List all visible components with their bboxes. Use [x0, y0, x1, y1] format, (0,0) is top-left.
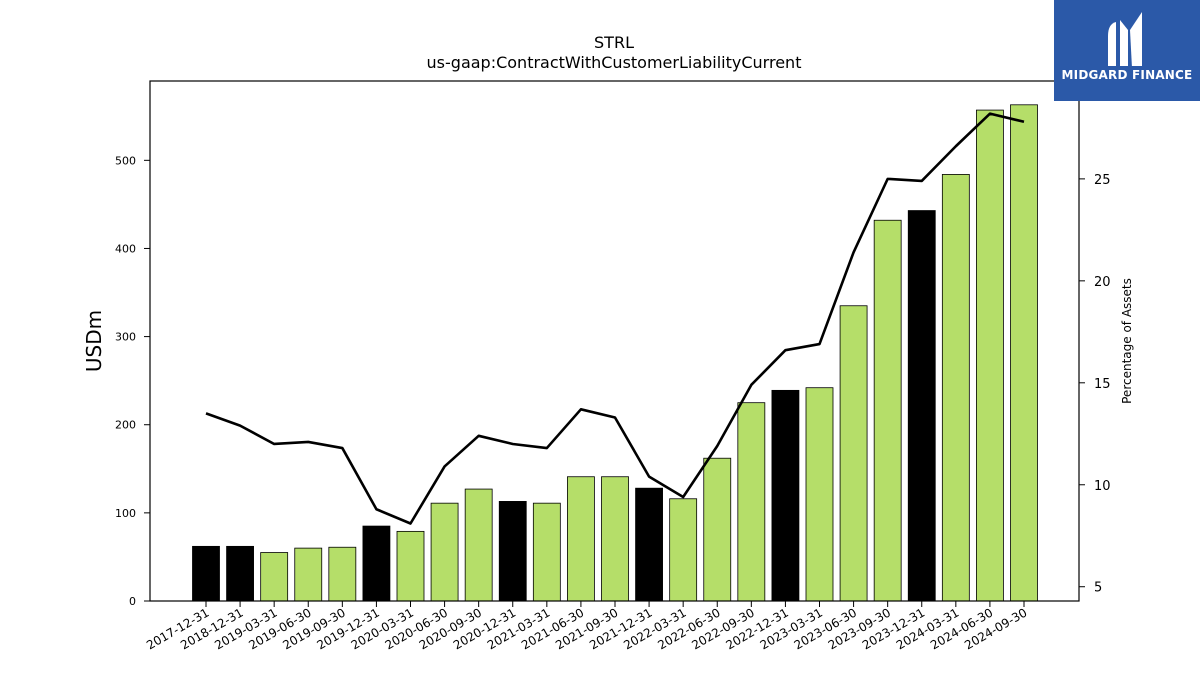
- y-tick-label: 0: [129, 595, 136, 608]
- chart-title: STRL: [594, 33, 634, 52]
- bar: [839, 305, 868, 602]
- bar: [703, 457, 732, 602]
- bar: [430, 502, 459, 602]
- y2-tick-label: 15: [1094, 377, 1111, 392]
- y2-tick-label: 5: [1094, 581, 1102, 596]
- y2-axis-label: Percentage of Assets: [1120, 278, 1134, 404]
- bar: [226, 545, 254, 602]
- bar: [498, 501, 527, 602]
- x-axis: 2017-12-312018-12-312019-03-312019-06-30…: [144, 601, 1030, 652]
- bar: [362, 525, 391, 602]
- left-axis: 0 100 200 300 400 500: [115, 154, 150, 608]
- chart-subtitle: us-gaap:ContractWithCustomerLiabilityCur…: [427, 53, 802, 72]
- logo-mark-icon: [1108, 12, 1142, 66]
- bar: [328, 546, 357, 602]
- bar: [976, 109, 1004, 602]
- y-tick-label: 100: [115, 507, 136, 520]
- bar: [941, 174, 970, 602]
- bar: [567, 476, 595, 602]
- bar: [294, 547, 323, 602]
- bar: [737, 402, 766, 602]
- y2-tick-label: 20: [1094, 275, 1111, 290]
- bar: [396, 530, 425, 602]
- bar: [260, 552, 289, 602]
- right-axis: 5 10 15 20 25: [1079, 173, 1111, 596]
- y-tick-label: 300: [115, 331, 136, 344]
- bar: [669, 498, 698, 602]
- bar: [192, 545, 220, 602]
- y-axis-label: USDm: [82, 310, 106, 372]
- y-tick-label: 400: [115, 242, 136, 255]
- y2-tick-label: 25: [1094, 173, 1111, 188]
- bar: [771, 389, 800, 602]
- y2-tick-label: 10: [1094, 479, 1111, 494]
- bar: [601, 476, 629, 602]
- bar: [1010, 104, 1038, 602]
- y-tick-label: 200: [115, 419, 136, 432]
- bar: [532, 502, 561, 602]
- brand-logo: MIDGARD FINANCE: [1054, 0, 1200, 101]
- bar: [873, 219, 902, 602]
- bar-group: [192, 104, 1038, 602]
- bar: [907, 210, 936, 602]
- bar: [464, 488, 493, 602]
- bar: [635, 487, 663, 602]
- percentage-line: [205, 112, 1025, 525]
- y-tick-label: 500: [115, 154, 136, 167]
- bar: [805, 387, 834, 602]
- logo-text: MIDGARD FINANCE: [1061, 68, 1193, 82]
